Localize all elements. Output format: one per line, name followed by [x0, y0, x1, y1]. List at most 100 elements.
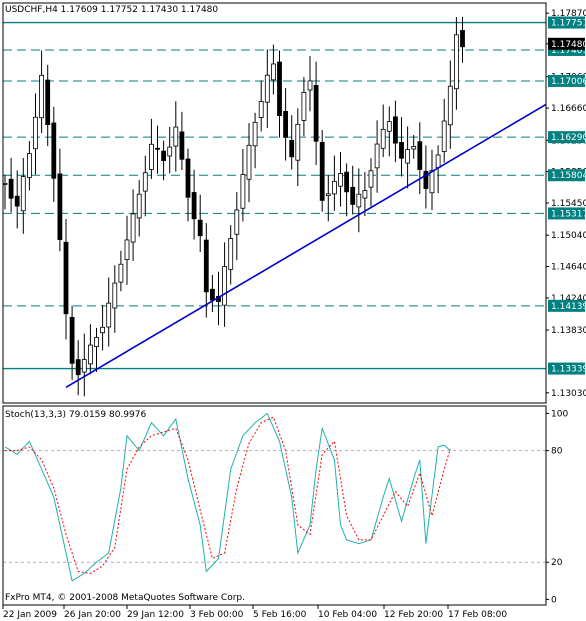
candle-body-31 — [185, 158, 191, 198]
candle-body-65 — [392, 116, 398, 144]
candle-body-6 — [33, 116, 38, 150]
candle-body-28 — [167, 146, 173, 157]
candle-51 — [307, 55, 313, 112]
candle-body-9 — [51, 122, 57, 179]
candle-body-49 — [295, 123, 301, 161]
candle-body-18 — [106, 302, 112, 328]
candle-body-12 — [69, 316, 75, 364]
candle-body-8 — [45, 79, 51, 126]
candle-68 — [411, 135, 417, 159]
candle-73 — [441, 98, 447, 163]
candle-38 — [228, 225, 234, 285]
level-label-box-8 — [548, 362, 585, 375]
candle-body-51 — [307, 80, 313, 91]
candle-body-57 — [344, 171, 350, 193]
candle-body-37 — [222, 266, 228, 306]
candle-body-55 — [331, 181, 337, 195]
candle-20 — [118, 250, 124, 292]
candle-19 — [112, 265, 118, 333]
candle-body-38 — [228, 238, 234, 270]
candle-body-45 — [270, 63, 276, 81]
candle-body-13 — [75, 359, 81, 376]
candle-50 — [301, 77, 307, 137]
candle-37 — [222, 242, 228, 327]
candle-21 — [124, 215, 130, 285]
candle-25 — [148, 118, 154, 179]
candle-32 — [191, 169, 197, 240]
candle-body-7 — [39, 74, 44, 119]
candle-body-11 — [63, 241, 69, 315]
level-label-5: 1.15804 — [551, 171, 586, 181]
current-price-label: 1.17480 — [551, 40, 586, 50]
candle-10 — [57, 148, 63, 252]
candle-body-54 — [325, 193, 331, 196]
stoch-main-line — [4, 412, 451, 582]
level-label-box-7 — [548, 299, 585, 312]
price-tick-label-7: 1.15450 — [551, 199, 586, 209]
candle-56 — [338, 152, 343, 207]
candle-body-56 — [338, 173, 343, 187]
time-tick-label-7: 12 Feb 20:00 — [384, 610, 443, 620]
level-label-box-5 — [548, 169, 585, 182]
level-label-2: 1.17401 — [551, 46, 586, 56]
price-tick-label-12: 1.13030 — [551, 389, 586, 399]
candle-48 — [289, 115, 295, 170]
candle-59 — [356, 168, 362, 233]
candle-35 — [209, 274, 215, 313]
candle-5 — [26, 141, 32, 191]
candle-body-66 — [399, 141, 404, 159]
candle-58 — [350, 165, 356, 215]
candle-7 — [39, 50, 44, 134]
candle-body-19 — [112, 282, 118, 309]
candle-body-60 — [362, 190, 368, 199]
candle-44 — [264, 49, 270, 129]
candle-body-50 — [301, 91, 307, 121]
candle-28 — [167, 126, 173, 174]
candle-body-68 — [411, 146, 417, 150]
candle-body-42 — [252, 121, 258, 147]
candle-body-35 — [209, 288, 215, 301]
stochastic-pane — [3, 412, 546, 582]
candle-body-2 — [8, 178, 14, 199]
candle-8 — [45, 64, 51, 147]
candle-62 — [374, 120, 380, 193]
level-label-box-4 — [548, 131, 585, 144]
candle-body-5 — [26, 153, 32, 178]
price-tick-label-11: 1.13830 — [551, 326, 586, 336]
stoch-tick-label-2: 80 — [551, 447, 563, 457]
price-pane — [2, 16, 547, 397]
candle-body-25 — [148, 143, 154, 170]
candle-29 — [173, 101, 179, 172]
candle-3 — [14, 170, 20, 229]
candle-body-23 — [136, 193, 142, 219]
candle-23 — [136, 179, 142, 237]
candle-body-27 — [161, 150, 167, 161]
candle-53 — [319, 130, 325, 212]
price-tick-label-10: 1.14240 — [551, 294, 586, 304]
candle-body-22 — [130, 213, 136, 243]
candle-33 — [197, 194, 203, 252]
candle-body-14 — [81, 359, 87, 373]
candle-69 — [417, 122, 423, 195]
candle-12 — [69, 305, 75, 380]
candle-body-26 — [155, 147, 160, 150]
trendline — [65, 103, 547, 389]
candle-body-63 — [380, 128, 386, 149]
candle-body-47 — [283, 111, 289, 138]
candle-body-62 — [374, 143, 380, 169]
candle-body-29 — [173, 126, 179, 147]
stochastic-title: Stoch(13,3,3) 79.0159 80.9976 — [5, 410, 146, 420]
candle-14 — [81, 333, 87, 397]
candle-11 — [63, 219, 69, 340]
candle-39 — [234, 192, 240, 261]
price-tick-label-4: 1.16660 — [551, 104, 586, 114]
candle-17 — [100, 305, 105, 351]
candle-74 — [447, 60, 453, 149]
level-label-1: 1.17751 — [551, 19, 586, 29]
candle-75 — [453, 17, 459, 110]
candle-76 — [460, 16, 465, 63]
candle-70 — [423, 145, 429, 209]
candle-body-33 — [197, 219, 203, 237]
